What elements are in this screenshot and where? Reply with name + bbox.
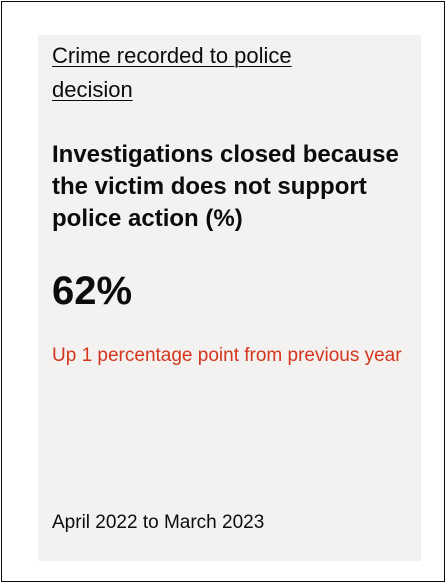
reporting-period: April 2022 to March 2023 — [52, 512, 265, 533]
metric-change-text: Up 1 percentage point from previous year — [52, 345, 402, 366]
metric-card: Crime recorded to police decision Invest… — [38, 35, 421, 561]
category-link[interactable]: Crime recorded to police decision — [52, 43, 292, 102]
metric-title: Investigations closed because the victim… — [52, 141, 399, 232]
metric-value: 62% — [52, 269, 133, 313]
